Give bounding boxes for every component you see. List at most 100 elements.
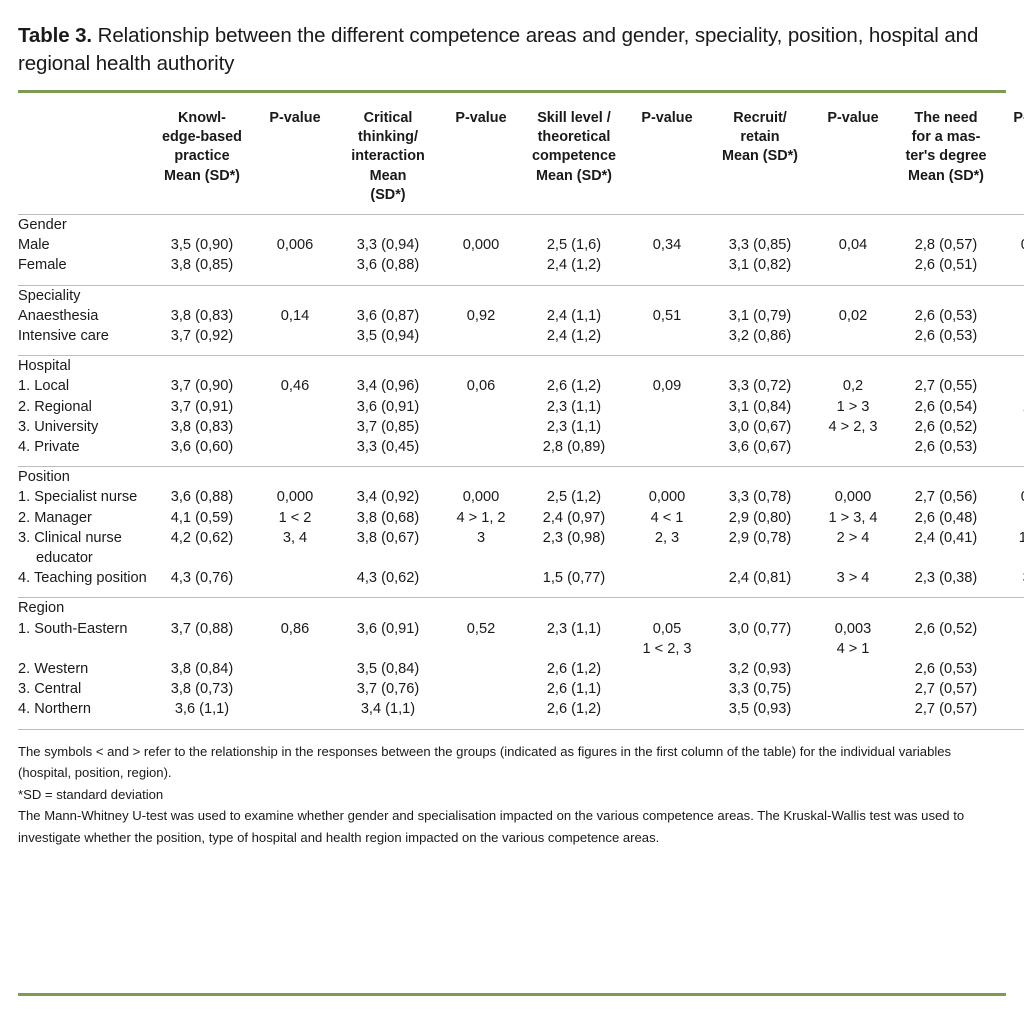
table-caption-label: Table 3. xyxy=(18,24,93,47)
cell-recruit-retain: 3,0 (0,77) xyxy=(728,620,792,637)
cell-p1: 0,14 xyxy=(280,307,310,324)
table-row: 3. Clinical nurse educator 4,2 (0,62) 3, 4… xyxy=(18,528,1024,568)
cell-p4: 4 > 2, 3 xyxy=(828,418,878,435)
cell-skill-level: 2,3 (1,1) xyxy=(546,418,602,435)
cell-knowledge: 4,3 (0,76) xyxy=(170,570,234,587)
group-spacer-cell xyxy=(18,276,1024,285)
cell-recruit-retain: 2,4 (0,81) xyxy=(728,570,792,587)
row-label: 4. Northern xyxy=(18,699,150,719)
group-heading-hospital: Hospital xyxy=(18,358,71,375)
cell-critical-thinking: 4,3 (0,62) xyxy=(356,570,420,587)
cell-p1: 0,46 xyxy=(280,378,310,395)
divider-line xyxy=(18,355,1024,357)
cell-recruit-retain: 3,2 (0,93) xyxy=(728,661,792,678)
cell-p4 xyxy=(812,679,894,699)
cell-p3: 2, 3 xyxy=(654,529,680,546)
group-separator xyxy=(18,466,1024,468)
cell-p5: 0,14 xyxy=(998,619,1024,639)
header-p-value-2: P-value xyxy=(455,110,507,126)
cell-p3 xyxy=(626,659,708,679)
table-row: Male 3,5 (0,90) 0,006 3,3 (0,94) 0,000 2,5 (1… xyxy=(18,235,1024,255)
table-row: Female 3,8 (0,85) 3,6 (0,88) 2,4 (1,2) 3,1 (… xyxy=(18,255,1024,275)
cell-p2 xyxy=(440,679,522,699)
cell-p4: 0,000 xyxy=(834,489,872,506)
table-row: 3. Central 3,8 (0,73) 3,7 (0,76) 2,6 (1,1) 3… xyxy=(18,679,1024,699)
group-spacer xyxy=(18,588,1024,597)
cell-p5: 1, 2, 3 xyxy=(1018,529,1024,546)
row-label-text: Intensive care xyxy=(18,328,109,345)
footnote-symbols: The symbols < and > refer to the relatio… xyxy=(18,743,952,781)
table-row: 1. Local 3,7 (0,90) 0,46 3,4 (0,96) 0,06 2,6 … xyxy=(18,376,1024,396)
cell-recruit-retain: 3,0 (0,67) xyxy=(728,418,792,435)
table-caption: Table 3. Relationship between the differ… xyxy=(18,0,1006,78)
cell-critical-thinking: 3,5 (0,84) xyxy=(356,661,420,678)
cell-p2: 0,000 xyxy=(462,237,500,254)
cell-p2 xyxy=(440,699,522,719)
header-p-value-1: P-value xyxy=(269,110,321,126)
cell-skill-level: 2,6 (1,2) xyxy=(546,701,602,718)
cell-masters-degree: 2,7 (0,56) xyxy=(914,489,978,506)
group-heading-gender: Gender xyxy=(18,217,67,234)
cell-knowledge: 3,6 (1,1) xyxy=(174,701,230,718)
cell-p3: 0,09 xyxy=(652,378,682,395)
header-p-value-3: P-value xyxy=(641,110,693,126)
cell-knowledge: 3,5 (0,90) xyxy=(170,237,234,254)
group-heading-speciality: Speciality xyxy=(18,287,81,304)
cell-knowledge: 3,8 (0,73) xyxy=(170,681,234,698)
cell-recruit-retain: 3,5 (0,93) xyxy=(728,701,792,718)
table-row: 4. Teaching position 4,3 (0,76) 4,3 (0,62)… xyxy=(18,568,1024,588)
cell-p3 xyxy=(626,568,708,588)
cell-p2: 4 > 1, 2 xyxy=(456,509,506,526)
table-row: 3. University 3,8 (0,83) 3,7 (0,85) 2,3 (1,… xyxy=(18,417,1024,437)
table-row: Anaesthesia 3,8 (0,83) 0,14 3,6 (0,87) 0,92 2… xyxy=(18,306,1024,326)
group-separator-cell xyxy=(18,597,1024,599)
cell-p1 xyxy=(254,255,336,275)
bottom-green-rule xyxy=(18,993,1006,996)
cell-p3: 0,34 xyxy=(652,237,682,254)
cell-critical-thinking: 3,6 (0,91) xyxy=(356,620,420,637)
cell-p3 xyxy=(626,437,708,457)
cell-p5: 0,000 xyxy=(998,487,1024,507)
group-spacer xyxy=(18,276,1024,285)
cell-p4 xyxy=(812,326,894,346)
cell-p3: 4 < 1 xyxy=(650,509,684,526)
cell-masters-degree: 2,3 (0,38) xyxy=(914,570,978,587)
row-label-text: 3. Central xyxy=(18,681,82,698)
cell-recruit-retain: 3,3 (0,72) xyxy=(728,378,792,395)
row-label: 1. Local xyxy=(18,376,150,396)
cell-critical-thinking: 3,4 (1,1) xyxy=(360,701,416,718)
cell-p4: 3 > 4 xyxy=(836,570,870,587)
group-heading-row: Speciality xyxy=(18,286,1024,306)
header-knowledge-based-practice: Knowl- edge-based practice Mean (SD*) xyxy=(162,110,242,184)
cell-knowledge: 3,8 (0,83) xyxy=(170,307,234,324)
cell-skill-level: 2,3 (0,98) xyxy=(542,529,606,546)
row-label-text: 2. Regional xyxy=(18,398,92,415)
table-bottom-separator xyxy=(18,728,1024,730)
group-heading-row: Gender xyxy=(18,215,1024,235)
cell-skill-level: 2,8 (0,89) xyxy=(542,439,606,456)
cell-p5: 4 < xyxy=(998,508,1024,528)
cell-p2 xyxy=(440,659,522,679)
cell-p5: 3 < 1 xyxy=(998,568,1024,588)
cell-masters-degree: 2,6 (0,54) xyxy=(914,398,978,415)
table-caption-text: Relationship between the different compe… xyxy=(18,24,979,75)
cell-p1 xyxy=(254,639,336,659)
group-separator-cell xyxy=(18,214,1024,216)
cell-p5: 0,001 xyxy=(998,235,1024,255)
cell-p3 xyxy=(626,326,708,346)
row-label: 4. Teaching position xyxy=(18,568,150,588)
group-separator xyxy=(18,355,1024,357)
group-heading-row: Hospital xyxy=(18,356,1024,376)
cell-knowledge: 3,6 (0,88) xyxy=(170,489,234,506)
cell-masters-degree: 2,6 (0,53) xyxy=(914,307,978,324)
cell-p5 xyxy=(998,326,1024,346)
cell-skill-level: 2,4 (0,97) xyxy=(542,509,606,526)
group-heading-region: Region xyxy=(18,600,65,617)
cell-masters-degree: 2,7 (0,55) xyxy=(914,378,978,395)
row-label-text: 1. Local xyxy=(18,378,70,395)
cell-skill-level: 2,4 (1,2) xyxy=(546,257,602,274)
footnote-tests: The Mann-Whitney U-test was used to exam… xyxy=(18,808,965,845)
cell-masters-degree: 2,6 (0,52) xyxy=(914,620,978,637)
cell-masters-degree: 2,6 (0,53) xyxy=(914,328,978,345)
cell-recruit-retain: 3,1 (0,82) xyxy=(728,257,792,274)
